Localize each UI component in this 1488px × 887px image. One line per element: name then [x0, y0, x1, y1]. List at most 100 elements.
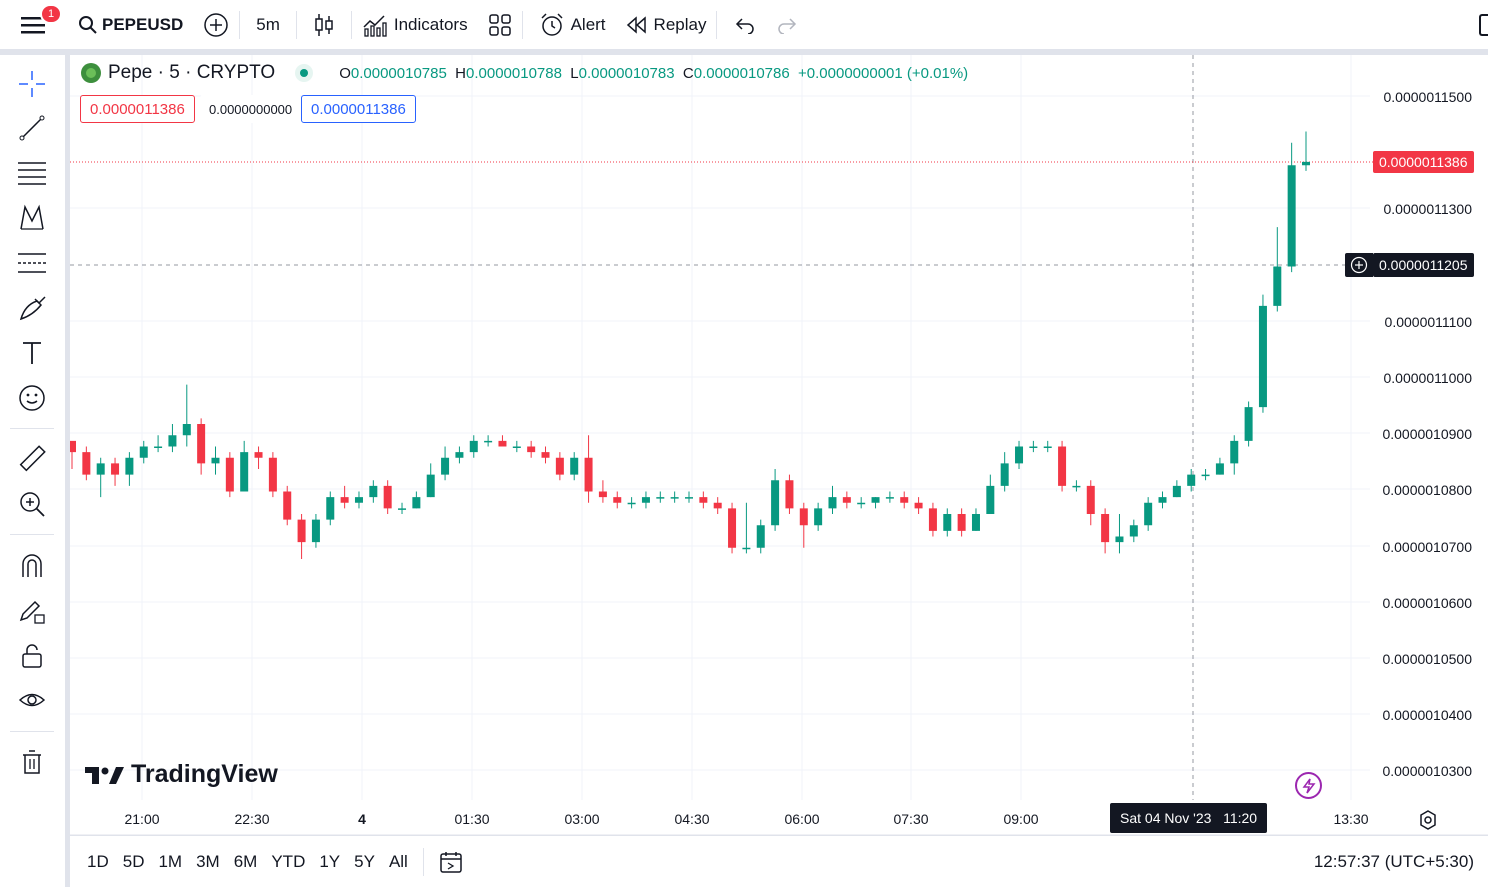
symbol-search[interactable]: PEPEUSD	[66, 0, 193, 50]
candle	[1043, 440, 1052, 453]
candle	[1287, 142, 1296, 273]
price-axis-label: 0.0000011100	[1384, 314, 1472, 330]
candle	[1244, 401, 1253, 447]
price-axis-label: 0.0000010600	[1382, 595, 1472, 611]
range-button-ytd[interactable]: YTD	[271, 851, 306, 871]
candle	[498, 435, 507, 447]
candle	[412, 491, 421, 509]
candle	[283, 485, 292, 526]
price-chart[interactable]	[70, 55, 1488, 835]
brush-tool[interactable]	[15, 291, 49, 325]
separator	[716, 10, 718, 39]
candle	[871, 497, 880, 509]
lock-drawings-tool[interactable]	[15, 639, 49, 673]
remove-drawings-tool[interactable]	[15, 745, 49, 779]
tradingview-logo-icon	[85, 766, 124, 784]
stay-in-drawing-mode-tool[interactable]	[15, 594, 49, 628]
alarm-clock-icon	[541, 12, 563, 36]
candle	[1144, 497, 1153, 531]
replay-button[interactable]: Replay	[616, 0, 717, 50]
crosshair-tool[interactable]	[15, 67, 49, 101]
pattern-tool[interactable]	[15, 201, 49, 235]
goto-date-button[interactable]	[438, 850, 464, 874]
alert-button[interactable]: Alert	[523, 0, 616, 50]
trend-line-tool[interactable]	[15, 111, 49, 145]
range-button-all[interactable]: All	[388, 851, 408, 871]
indicators-button[interactable]: Indicators	[352, 0, 478, 50]
candle	[1302, 131, 1310, 171]
candle	[685, 491, 693, 503]
candle	[82, 446, 91, 481]
candle	[742, 502, 751, 554]
time-axis-label: 13:30	[1333, 811, 1369, 827]
chart-pane[interactable]	[70, 55, 1488, 835]
time-axis-label: 06:00	[784, 811, 820, 827]
chart-type-button[interactable]	[297, 0, 351, 50]
symbol-title[interactable]: Pepe · 5 · CRYPTO	[108, 62, 276, 83]
candle	[857, 497, 866, 509]
separator	[350, 10, 352, 39]
candle	[584, 435, 593, 503]
candle	[484, 435, 493, 447]
candle	[1000, 452, 1009, 492]
text-tool[interactable]	[15, 336, 49, 370]
candle	[728, 502, 737, 554]
hamburger-icon	[21, 16, 45, 33]
fib-retracement-icon	[18, 162, 46, 185]
indicators-label: Indicators	[393, 14, 468, 34]
range-button-1d[interactable]: 1D	[87, 851, 109, 871]
bolt-button[interactable]	[1295, 772, 1322, 799]
zoom-tool[interactable]	[15, 487, 49, 521]
magnet-tool[interactable]	[15, 549, 49, 583]
interval-button[interactable]: 5m	[256, 14, 280, 34]
candle	[512, 440, 521, 453]
settings-button[interactable]	[1417, 809, 1439, 836]
spread-value: 0.0000000000	[200, 95, 302, 123]
emoji-tool[interactable]	[15, 381, 49, 415]
candle	[168, 424, 177, 453]
price-axis-label: 0.0000011300	[1383, 201, 1473, 217]
hide-drawings-tool[interactable]	[15, 684, 49, 718]
candle	[814, 502, 823, 531]
range-button-1m[interactable]: 1M	[158, 851, 183, 871]
compare-button[interactable]	[193, 0, 239, 50]
candle	[713, 497, 722, 514]
measure-tool[interactable]	[15, 442, 49, 476]
candle	[1015, 440, 1024, 469]
candle	[527, 440, 536, 458]
candle	[1129, 519, 1138, 543]
fib-tool[interactable]	[15, 156, 49, 190]
last-price-tag: 0.0000011386	[1373, 151, 1474, 173]
candle	[1115, 514, 1124, 554]
range-button-6m[interactable]: 6M	[233, 851, 258, 871]
candle	[182, 384, 191, 447]
tradingview-watermark[interactable]: TradingView	[85, 760, 278, 789]
add-alert-plus-button[interactable]	[1345, 253, 1373, 277]
menu-button[interactable]: 1	[0, 0, 66, 50]
layouts-button[interactable]	[478, 0, 522, 50]
plus-circle-icon	[1350, 256, 1368, 274]
candle	[1172, 480, 1181, 498]
range-button-1y[interactable]: 1Y	[319, 851, 341, 871]
range-button-5d[interactable]: 5D	[122, 851, 145, 871]
clock-timezone[interactable]: 12:57:37 (UTC+5:30)	[1313, 851, 1474, 871]
candle	[211, 446, 220, 475]
candle	[268, 452, 277, 498]
forecast-tool[interactable]	[15, 246, 49, 280]
market-status-dot[interactable]	[295, 64, 314, 82]
candle	[785, 474, 794, 514]
candle	[1101, 508, 1110, 554]
range-button-5y[interactable]: 5Y	[354, 851, 375, 871]
sell-button[interactable]: 0.0000011386	[80, 95, 195, 123]
date-range-group: 1D 5D 1M 3M 6M YTD 1Y 5Y All	[80, 852, 415, 872]
crosshair-price-tag: 0.0000011205	[1373, 253, 1474, 277]
replay-label: Replay	[653, 14, 707, 34]
candle	[96, 457, 105, 498]
buy-button[interactable]: 0.0000011386	[301, 95, 416, 123]
redo-button[interactable]	[771, 0, 805, 50]
undo-button[interactable]	[717, 0, 771, 50]
range-button-3m[interactable]: 3M	[196, 851, 220, 871]
templates-icon	[488, 13, 511, 36]
right-panel-edge[interactable]	[1479, 14, 1488, 36]
candle	[799, 502, 808, 548]
